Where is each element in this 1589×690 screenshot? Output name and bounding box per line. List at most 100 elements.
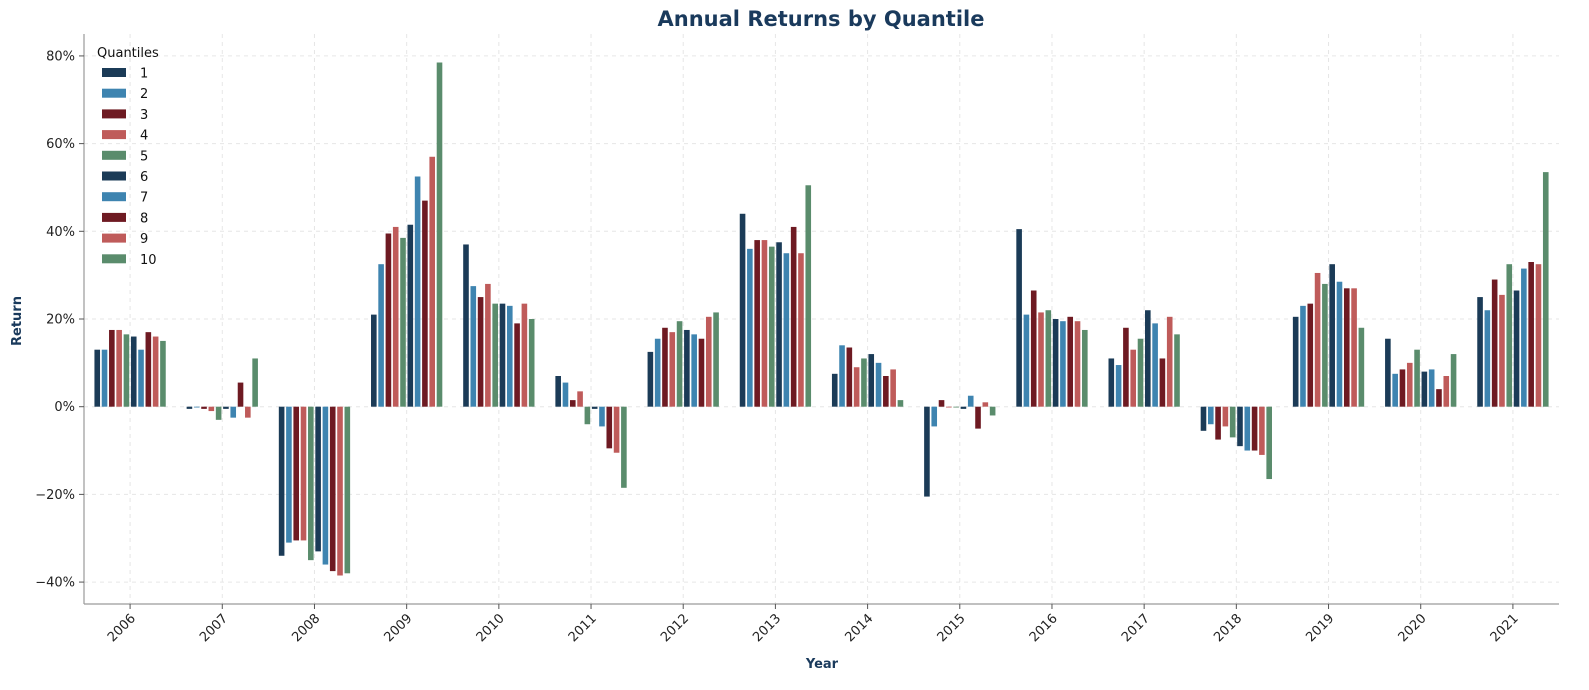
- bar-2006-q3: [109, 329, 115, 407]
- legend-swatch-q9: [102, 233, 126, 243]
- bar-2021-q8: [1528, 262, 1534, 407]
- bar-2009-q2: [378, 264, 384, 407]
- bar-2010-q5: [492, 303, 498, 407]
- bar-2015-q4: [946, 406, 952, 408]
- bar-2021-q10: [1542, 172, 1549, 407]
- bar-2013-q3: [754, 240, 760, 407]
- bar-2019-q9: [1351, 288, 1357, 407]
- bar-2017-q9: [1166, 316, 1173, 407]
- legend-swatch-q10: [102, 254, 126, 264]
- bar-2015-q8: [975, 406, 981, 429]
- legend-swatch-q5: [102, 150, 126, 160]
- bar-2006-q9: [152, 336, 159, 407]
- bar-2020-q5: [1414, 349, 1420, 407]
- bar-2013-q1: [739, 213, 746, 407]
- legend-label-q9: 9: [140, 232, 148, 247]
- bar-2015-q5: [953, 406, 959, 408]
- bar-2007-q7: [230, 406, 237, 418]
- bar-2018-q4: [1222, 406, 1229, 427]
- y-axis-label: Return: [10, 296, 25, 346]
- bar-2017-q7: [1152, 323, 1158, 407]
- bar-2008-q8: [329, 406, 336, 572]
- bar-2020-q6: [1421, 371, 1428, 407]
- legend-label-q2: 2: [140, 87, 148, 102]
- bar-2019-q4: [1314, 272, 1321, 407]
- bar-2008-q3: [293, 406, 300, 541]
- bar-2016-q6: [1052, 319, 1059, 407]
- bar-2019-q5: [1322, 283, 1328, 407]
- bar-2019-q1: [1292, 316, 1299, 407]
- bar-2006-q7: [138, 349, 144, 407]
- bar-2018-q6: [1237, 406, 1243, 447]
- bar-2008-q7: [322, 406, 329, 565]
- bar-2021-q2: [1484, 310, 1491, 407]
- bar-2021-q4: [1499, 294, 1505, 407]
- bar-2009-q7: [414, 176, 421, 407]
- bar-2013-q2: [747, 248, 753, 407]
- bar-2019-q7: [1336, 281, 1343, 407]
- legend-label-q5: 5: [140, 149, 148, 164]
- bar-2021-q9: [1535, 264, 1542, 407]
- legend-label-q8: 8: [140, 211, 148, 226]
- legend-label-q1: 1: [140, 67, 148, 82]
- bar-2015-q6: [960, 406, 967, 409]
- legend-swatch-q6: [102, 171, 126, 181]
- bar-2012-q2: [654, 338, 661, 407]
- bar-2006-q10: [160, 340, 166, 407]
- bar-2014-q1: [831, 373, 838, 407]
- bar-2011-q10: [621, 406, 627, 488]
- bar-2006-q4: [116, 329, 122, 407]
- legend-swatch-q1: [102, 68, 126, 77]
- bar-2018-q7: [1244, 406, 1251, 451]
- bar-2007-q3: [201, 406, 207, 409]
- legend-label-q10: 10: [140, 253, 157, 268]
- bar-2008-q10: [344, 406, 351, 574]
- bar-2018-q2: [1207, 406, 1214, 425]
- bar-2009-q1: [371, 314, 377, 407]
- bar-2020-q2: [1392, 373, 1398, 407]
- bar-2015-q3: [938, 400, 945, 407]
- bar-2012-q1: [647, 351, 654, 407]
- legend-swatch-q8: [102, 212, 126, 222]
- bar-2008-q5: [308, 406, 314, 561]
- bar-2019-q8: [1343, 288, 1350, 407]
- bar-2016-q5: [1045, 310, 1052, 407]
- bar-2015-q1: [924, 406, 930, 497]
- bar-2017-q6: [1145, 310, 1151, 407]
- bar-2007-q8: [237, 382, 244, 407]
- bar-2018-q5: [1229, 406, 1236, 438]
- bar-2007-q6: [223, 406, 229, 409]
- legend-swatch-q7: [102, 192, 126, 202]
- bar-2007-q4: [208, 406, 215, 412]
- bar-2009-q6: [407, 224, 414, 407]
- bar-2016-q1: [1016, 229, 1022, 407]
- bar-2016-q9: [1074, 321, 1081, 407]
- legend-label-q7: 7: [140, 191, 148, 206]
- y-tick-label: 80%: [46, 49, 75, 64]
- legend-title: Quantiles: [97, 46, 159, 61]
- bar-2014-q6: [868, 354, 875, 407]
- bar-2013-q9: [798, 253, 804, 407]
- bar-2011-q4: [577, 391, 583, 407]
- bar-2015-q2: [931, 406, 938, 427]
- bar-2014-q8: [883, 376, 889, 407]
- bar-2014-q7: [875, 362, 882, 407]
- bar-2011-q5: [584, 406, 591, 425]
- bar-2011-q7: [599, 406, 605, 427]
- bar-2017-q10: [1174, 334, 1180, 407]
- bar-2012-q8: [698, 338, 705, 407]
- bar-2014-q10: [897, 400, 904, 407]
- bar-2008-q4: [300, 406, 307, 541]
- bar-2008-q1: [278, 406, 285, 556]
- grid-lines: [84, 34, 1559, 604]
- legend-swatch-q3: [102, 109, 126, 119]
- bar-2018-q3: [1215, 406, 1221, 440]
- bar-2007-q9: [245, 406, 251, 418]
- bar-2013-q10: [805, 185, 812, 407]
- bar-2015-q9: [982, 402, 989, 407]
- bar-2019-q6: [1329, 264, 1335, 407]
- bar-2010-q10: [528, 319, 535, 407]
- bar-2010-q6: [499, 303, 506, 407]
- bar-2018-q9: [1259, 406, 1265, 455]
- bar-2006-q5: [123, 334, 130, 407]
